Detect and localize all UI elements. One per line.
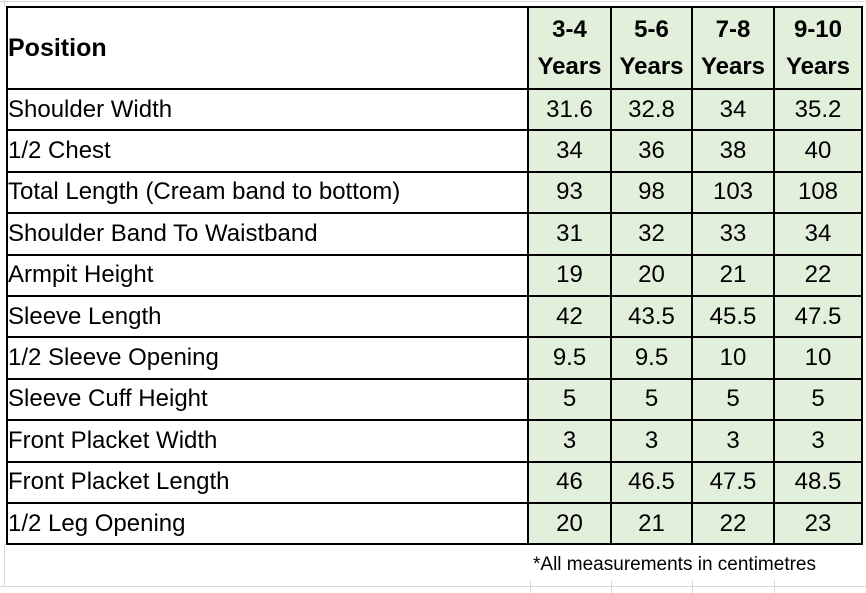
value-cell: 32 [610,212,693,256]
row-label-cell: Sleeve Cuff Height [6,377,529,422]
table-row: Front Placket Length 46 46.5 47.5 48.5 [6,460,863,504]
table-row: Front Placket Width 3 3 3 3 [6,419,863,463]
table-row: 1/2 Sleeve Opening 9.5 9.5 10 10 [6,336,863,380]
row-label-cell: Front Placket Length [6,460,529,504]
value-cell: 23 [773,501,863,546]
table-row: Shoulder Width 31.6 32.8 34 35.2 [6,87,863,132]
col-header-7-8-years: 7-8 Years [691,6,775,90]
row-label-cell: Shoulder Band To Waistband [6,212,529,256]
row-label-cell: Sleeve Length [6,294,529,339]
value-cell: 47.5 [773,294,863,339]
value-cell: 21 [691,253,775,297]
measurements-footnote: *All measurements in centimetres [533,554,816,575]
value-cell: 9.5 [527,336,612,380]
value-cell: 5 [610,377,693,422]
value-cell: 5 [691,377,775,422]
value-cell: 34 [691,87,775,132]
value-cell: 38 [691,129,775,173]
row-label-cell: 1/2 Leg Opening [6,501,529,546]
spreadsheet-gridline [692,580,693,593]
col-header-age-range: 7-8 [715,16,751,43]
value-cell: 3 [773,419,863,463]
table-row: Armpit Height 19 20 21 22 [6,253,863,297]
table-row: Total Length (Cream band to bottom) 93 9… [6,170,863,215]
spreadsheet-gridline [0,586,866,587]
spreadsheet-gridline [611,580,612,593]
value-cell: 22 [773,253,863,297]
value-cell: 9.5 [610,336,693,380]
value-cell: 20 [610,253,693,297]
value-cell: 93 [527,170,612,215]
size-chart-table: Position 3-4 Years 5-6 Years 7-8 Years 9… [6,6,863,546]
spreadsheet-gridline [530,580,531,593]
value-cell: 10 [773,336,863,380]
col-header-3-4-years: 3-4 Years [527,6,612,90]
value-cell: 32.8 [610,87,693,132]
col-header-years-label: Years [700,53,766,80]
table-row: Shoulder Band To Waistband 31 32 33 34 [6,212,863,256]
row-label-cell: Total Length (Cream band to bottom) [6,170,529,215]
spreadsheet-gridline [0,1,866,2]
value-cell: 21 [610,501,693,546]
value-cell: 42 [527,294,612,339]
row-label-cell: Front Placket Width [6,419,529,463]
table-row: Sleeve Cuff Height 5 5 5 5 [6,377,863,422]
value-cell: 31 [527,212,612,256]
value-cell: 22 [691,501,775,546]
value-cell: 98 [610,170,693,215]
value-cell: 47.5 [691,460,775,504]
value-cell: 5 [773,377,863,422]
spreadsheet-gridline [4,543,5,587]
value-cell: 3 [610,419,693,463]
col-header-years-label: Years [619,53,684,80]
header-row: Position 3-4 Years 5-6 Years 7-8 Years 9… [6,6,863,90]
value-cell: 46 [527,460,612,504]
col-header-9-10-years: 9-10 Years [773,6,863,90]
value-cell: 103 [691,170,775,215]
col-header-age-range: 5-6 [634,16,669,43]
value-cell: 46.5 [610,460,693,504]
table-row: 1/2 Leg Opening 20 21 22 23 [6,501,863,546]
value-cell: 35.2 [773,87,863,132]
row-label-cell: Armpit Height [6,253,529,297]
value-cell: 45.5 [691,294,775,339]
col-header-years-label: Years [785,53,851,80]
value-cell: 3 [691,419,775,463]
value-cell: 108 [773,170,863,215]
spreadsheet-gridline [4,0,5,7]
col-header-age-range: 3-4 [552,16,587,43]
value-cell: 33 [691,212,775,256]
row-label-cell: Shoulder Width [6,87,529,132]
value-cell: 40 [773,129,863,173]
row-label-cell: 1/2 Chest [6,129,529,173]
value-cell: 5 [527,377,612,422]
position-header-cell: Position [6,6,529,90]
col-header-years-label: Years [537,53,602,80]
table-row: 1/2 Chest 34 36 38 40 [6,129,863,173]
value-cell: 48.5 [773,460,863,504]
value-cell: 3 [527,419,612,463]
value-cell: 31.6 [527,87,612,132]
value-cell: 43.5 [610,294,693,339]
value-cell: 34 [773,212,863,256]
spreadsheet-gridline [774,580,775,593]
col-header-age-range: 9-10 [793,16,843,43]
value-cell: 10 [691,336,775,380]
col-header-5-6-years: 5-6 Years [610,6,693,90]
value-cell: 19 [527,253,612,297]
row-label-cell: 1/2 Sleeve Opening [6,336,529,380]
table-row: Sleeve Length 42 43.5 45.5 47.5 [6,294,863,339]
value-cell: 34 [527,129,612,173]
value-cell: 20 [527,501,612,546]
value-cell: 36 [610,129,693,173]
